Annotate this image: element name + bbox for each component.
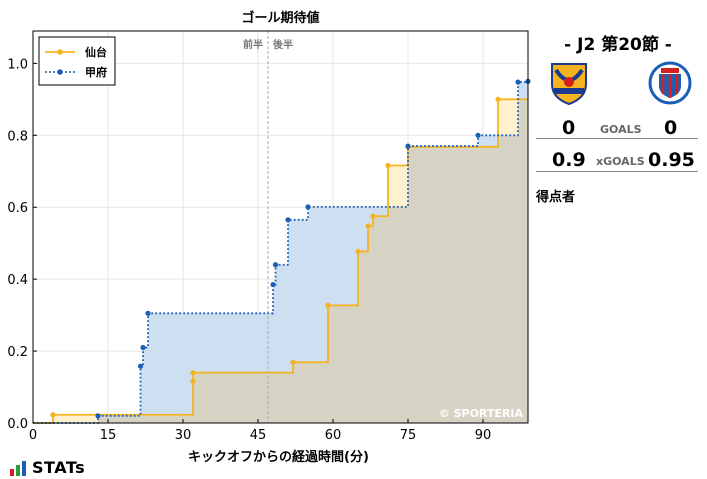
away-xg: 0.95 (648, 149, 695, 171)
divider (536, 138, 698, 139)
series-point-0 (385, 162, 391, 169)
series-point-1 (140, 344, 146, 351)
x-axis-label: キックオフからの経過時間(分) (188, 449, 369, 465)
series-point-0 (355, 248, 361, 255)
series-point-0 (495, 96, 501, 102)
series-point-1 (137, 363, 144, 369)
series-point-1 (272, 262, 279, 268)
series-point-1 (305, 204, 311, 210)
series-point-0 (290, 359, 296, 365)
y-tick-label: 0.8 (7, 129, 28, 144)
plot-frame (32, 30, 529, 424)
x-tick-label: 15 (100, 428, 117, 443)
series-point-1 (145, 310, 151, 316)
y-tick-label: 0.2 (7, 345, 28, 360)
home-team-crest (546, 60, 592, 106)
y-tick-label: 0.0 (7, 417, 28, 432)
x-tick-label: 0 (29, 428, 37, 443)
series-point-0 (325, 302, 331, 308)
stats-logo-text: STATs (32, 458, 86, 477)
overlap-area (33, 99, 528, 424)
legend-label-1: 甲府 (85, 65, 107, 79)
series-point-0 (50, 412, 56, 418)
home-xg: 0.9 (552, 149, 586, 171)
series-point-1 (285, 217, 291, 223)
series-point-0 (365, 223, 371, 229)
series-point-0 (190, 378, 196, 384)
x-tick-label: 45 (250, 428, 267, 443)
away-goals: 0 (664, 117, 678, 139)
y-tick-label: 0.4 (7, 273, 28, 288)
away-team-crest (647, 60, 693, 106)
match-title: - J2 第20節 - (564, 35, 672, 55)
second-half-label: 後半 (273, 38, 293, 51)
xgoals-label: xGOALS (596, 155, 645, 168)
x-tick-label: 75 (400, 428, 417, 443)
chart-title: ゴール期待値 (241, 10, 319, 26)
first-half-label: 前半 (243, 38, 263, 51)
x-tick-label: 30 (175, 428, 192, 443)
series-point-1 (270, 281, 276, 288)
watermark: © SPORTERIA (439, 407, 524, 420)
stats-logo: STATs (10, 456, 85, 476)
goals-label: GOALS (600, 123, 642, 136)
home-goals: 0 (562, 117, 576, 139)
series-point-0 (190, 370, 196, 376)
legend-marker-0 (57, 49, 63, 55)
series-point-0 (370, 213, 376, 219)
legend-label-0: 仙台 (85, 45, 107, 59)
x-tick-label: 90 (475, 428, 492, 443)
series-point-1 (475, 132, 481, 138)
series-point-1 (405, 143, 411, 149)
y-tick-label: 1.0 (7, 57, 28, 72)
legend-marker-1 (57, 69, 63, 75)
series-point-1 (515, 79, 521, 85)
y-tick-label: 0.6 (7, 201, 28, 216)
x-tick-label: 60 (325, 428, 342, 443)
series-point-1 (95, 413, 101, 419)
scorers-heading: 得点者 (536, 190, 576, 205)
legend-box (38, 36, 116, 86)
divider (536, 171, 698, 172)
